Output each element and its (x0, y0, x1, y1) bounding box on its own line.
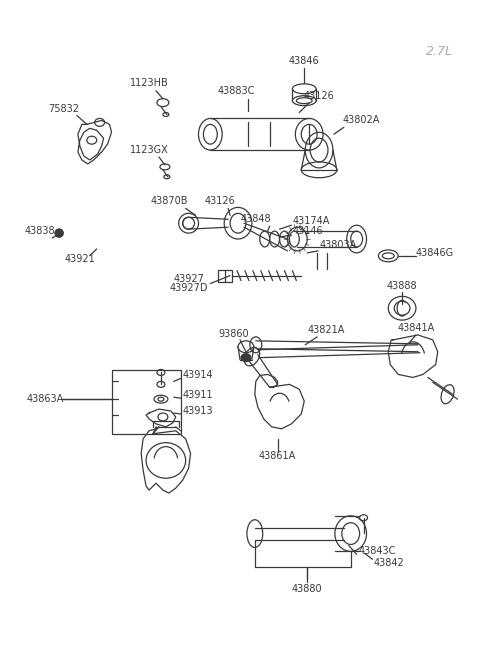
Text: 75832: 75832 (48, 103, 80, 113)
Polygon shape (146, 409, 176, 427)
Text: 43880: 43880 (292, 584, 323, 594)
Text: 43126: 43126 (205, 196, 236, 206)
Text: 2.7L: 2.7L (425, 45, 453, 58)
Text: 43888: 43888 (387, 282, 418, 291)
Polygon shape (141, 427, 191, 493)
Text: 43843C: 43843C (359, 546, 396, 556)
Text: 1123HB: 1123HB (130, 78, 168, 88)
Text: 43126: 43126 (303, 90, 334, 101)
Text: 43921: 43921 (64, 253, 95, 264)
Text: 43174A: 43174A (292, 216, 330, 226)
Text: 43848: 43848 (240, 214, 271, 224)
Text: 43821A: 43821A (307, 325, 345, 335)
Text: 43913: 43913 (183, 406, 213, 416)
Text: 43863A: 43863A (26, 394, 64, 404)
Text: 43927: 43927 (173, 274, 204, 284)
Text: 43838: 43838 (25, 226, 56, 236)
Ellipse shape (241, 354, 251, 362)
Text: 43861A: 43861A (259, 451, 296, 462)
Text: 43911: 43911 (183, 390, 213, 400)
Text: 43870B: 43870B (150, 196, 188, 206)
Ellipse shape (55, 229, 63, 237)
Polygon shape (388, 335, 438, 377)
Polygon shape (255, 375, 304, 429)
Text: 43841A: 43841A (397, 323, 434, 333)
Bar (111, 369, 180, 434)
Text: 43846G: 43846G (416, 248, 454, 258)
Text: 43146: 43146 (292, 226, 323, 236)
Text: 43914: 43914 (183, 371, 213, 381)
Text: 43883C: 43883C (217, 86, 255, 96)
Text: 43842: 43842 (373, 558, 404, 569)
Text: 43803A: 43803A (319, 240, 356, 250)
Text: 43846: 43846 (289, 56, 320, 66)
Text: 43927D: 43927D (169, 284, 208, 293)
Text: 93860: 93860 (219, 329, 250, 339)
Bar (218, 270, 232, 282)
Text: 43802A: 43802A (343, 115, 380, 125)
Text: 1123GX: 1123GX (130, 145, 168, 155)
Polygon shape (78, 121, 111, 164)
